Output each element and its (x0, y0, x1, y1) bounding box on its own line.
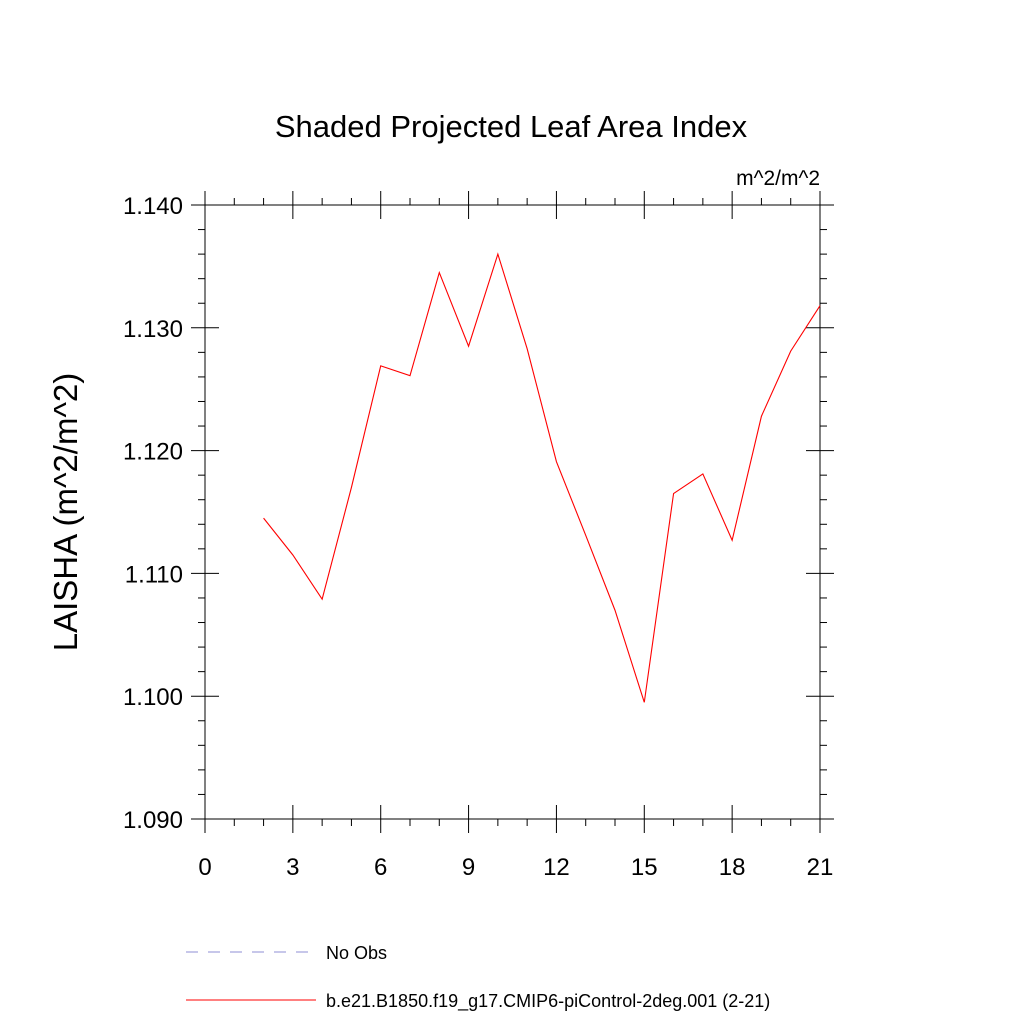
legend-label-model: b.e21.B1850.f19_g17.CMIP6-piControl-2deg… (326, 991, 770, 1012)
plot-frame (204, 204, 821, 820)
series-lines (263, 252, 821, 703)
x-tick-label: 3 (286, 854, 299, 881)
plot-area (204, 204, 821, 820)
y-tick-label: 1.110 (125, 561, 183, 588)
legend: No Obs b.e21.B1850.f19_g17.CMIP6-piContr… (186, 943, 770, 1012)
y-tick-label: 1.120 (123, 439, 183, 466)
axis-ticks: 0 3 6 9 12 15 18 21 1.090 1.100 1.110 1.120 1.130 1.1… (123, 191, 834, 881)
chart-title: Shaded Projected Leaf Area Index (275, 109, 748, 144)
x-tick-label: 6 (374, 854, 387, 881)
y-tick-label: 1.130 (123, 316, 183, 343)
x-tick-label: 15 (631, 854, 658, 881)
series-line-1 (263, 252, 821, 703)
y-axis-label: LAISHA (m^2/m^2) (47, 373, 84, 652)
units-label: m^2/m^2 (736, 167, 820, 190)
x-tick-label: 18 (719, 854, 746, 881)
x-tick-label: 0 (198, 854, 211, 881)
x-tick-label: 9 (462, 854, 475, 881)
y-tick-label: 1.090 (123, 807, 183, 834)
legend-label-no-obs: No Obs (326, 943, 387, 963)
x-tick-label: 21 (807, 854, 834, 881)
x-tick-label: 12 (543, 854, 570, 881)
y-tick-label: 1.100 (123, 684, 183, 711)
y-tick-label: 1.140 (123, 193, 183, 220)
